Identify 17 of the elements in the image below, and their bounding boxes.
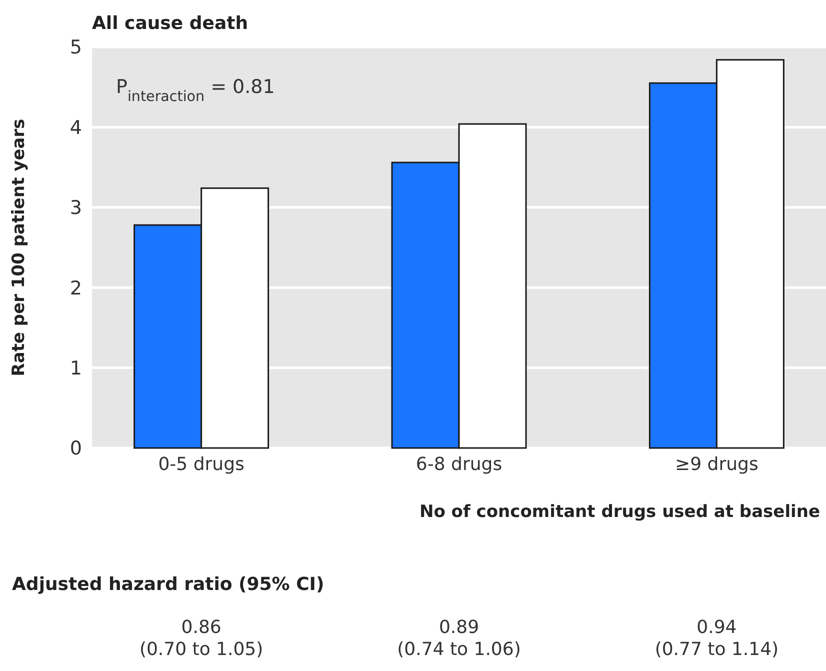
text: 0.89 (0.74 to 1.06) — [397, 617, 521, 660]
x-tick-label: ≥9 drugs — [675, 454, 758, 475]
annotation: P$_{interaction}$ = 0.81 — [116, 76, 275, 105]
text: 0.94 (0.77 to 1.14) — [654, 617, 779, 660]
y-tick-label: 1 — [70, 357, 82, 380]
x-tick-label: 0-5 drugs — [158, 454, 244, 475]
text: Adjusted hazard ratio (95% CI) — [12, 574, 324, 595]
y-tick-label: 3 — [70, 197, 82, 220]
x-tick-label: 6-8 drugs — [416, 454, 502, 475]
y-axis-title: Rate per 100 patient years — [9, 118, 29, 376]
text: 0.86 (0.70 to 1.05) — [139, 617, 264, 660]
y-tick-label: 5 — [70, 36, 82, 59]
y-tick-label: 0 — [70, 438, 82, 460]
chart-title: All cause death — [92, 13, 248, 34]
y-tick-label: 4 — [70, 116, 82, 139]
y-tick-label: 2 — [70, 277, 82, 300]
x-axis-title: No of concomitant drugs used at baseline — [419, 502, 820, 522]
